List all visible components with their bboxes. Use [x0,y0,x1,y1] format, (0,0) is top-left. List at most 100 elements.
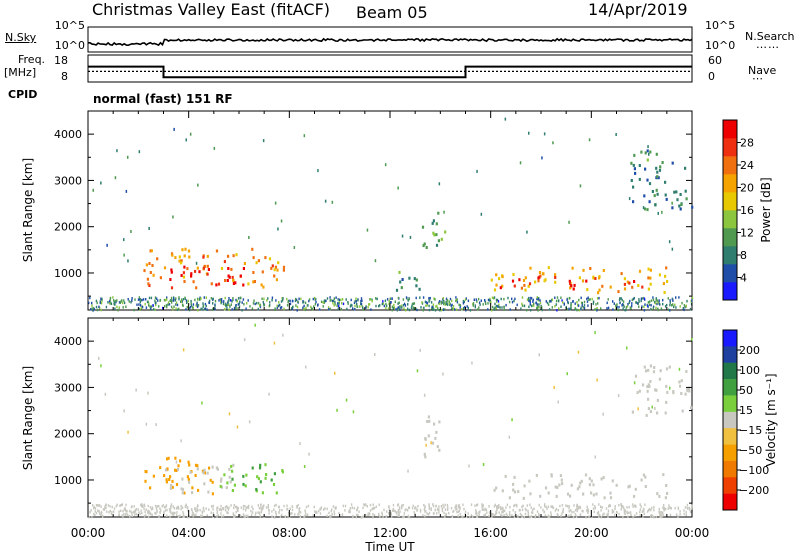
ground-cell [412,504,414,508]
data-cell [658,377,661,381]
ground-cell [330,510,332,513]
ground-cell [441,507,443,510]
data-cell [578,276,581,280]
ground-cell [656,299,659,302]
ground-cell [419,296,421,299]
ground-cell [477,297,480,301]
ground-cell [137,298,140,301]
ground-cell [443,515,446,519]
ground-cell [388,512,390,515]
ground-cell [274,510,277,514]
ground-cell [181,298,183,301]
ground-cell [580,306,582,310]
ground-cell [139,304,142,307]
ground-cell [160,509,162,512]
ground-cell [121,301,124,305]
data-cell [644,167,647,171]
data-cell [649,150,652,154]
ground-cell [568,506,570,510]
ground-cell [568,514,570,517]
speckle-cell [511,418,513,422]
ground-cell [509,513,511,516]
ground-cell [683,509,685,512]
data-cell [517,490,520,494]
ground-cell [652,307,654,310]
data-cell [665,384,668,388]
ground-cell [667,297,669,300]
ground-cell [669,299,671,302]
ground-cell [407,307,409,311]
ground-cell [180,300,182,303]
ground-cell [196,305,199,309]
ground-cell [353,506,355,510]
speckle-cell [366,228,369,232]
ground-cell [485,302,487,305]
ground-cell [305,505,308,509]
data-cell [576,487,579,491]
ground-cell [330,298,332,302]
data-cell [638,269,642,273]
ground-cell [597,512,600,515]
ground-cell [401,506,403,510]
ground-cell [483,514,485,517]
ground-cell [101,514,104,518]
ground-cell [172,505,174,508]
ground-cell [197,304,200,307]
ground-cell [202,507,205,510]
ground-cell [503,308,505,311]
nsearch-dots: …… [756,38,780,51]
speckle-cell [123,253,125,257]
ground-cell [154,308,156,312]
ground-cell [372,513,374,516]
ground-cell [463,507,465,511]
data-cell [638,389,641,393]
ground-cell [408,506,411,509]
freq-panel: 18 8 60 0 [54,54,722,83]
data-cell [260,283,263,287]
speckle-cell [175,460,178,464]
data-cell [233,483,236,487]
speckle-cell [657,211,659,215]
ground-cell [214,299,217,303]
ground-cell [557,299,560,302]
ground-cell [338,304,340,308]
ground-cell [411,506,414,510]
ground-cell [138,296,141,299]
ground-cell [428,308,431,312]
ground-cell [92,306,95,310]
data-cell [225,486,228,490]
ground-cell [643,512,645,515]
data-cell [680,203,683,206]
data-cell [641,383,645,387]
ground-cell [456,308,458,312]
data-cell [518,278,521,282]
ground-cell [163,299,166,302]
ground-cell [519,508,521,512]
ground-cell [624,512,626,515]
speckle-cell [374,353,376,356]
data-cell [196,467,199,471]
data-cell [181,491,184,495]
ground-cell [245,506,247,510]
ground-cell [673,305,675,309]
ground-cell [615,510,618,514]
ground-cell [591,297,593,301]
ground-cell [118,301,121,304]
ground-cell [262,300,264,304]
data-cell [495,486,498,490]
ground-cell [568,505,570,508]
ground-cell [582,510,584,513]
ground-cell [544,514,547,517]
data-cell [208,466,211,470]
data-cell [493,488,496,492]
speckle-cell [345,398,348,402]
data-cell [264,256,267,260]
ground-cell [475,510,477,514]
data-cell [188,463,191,467]
ground-cell [402,515,404,519]
ground-cell [487,302,489,305]
ground-cell [140,503,142,507]
ground-cell [109,505,111,508]
ground-cell [596,512,599,515]
